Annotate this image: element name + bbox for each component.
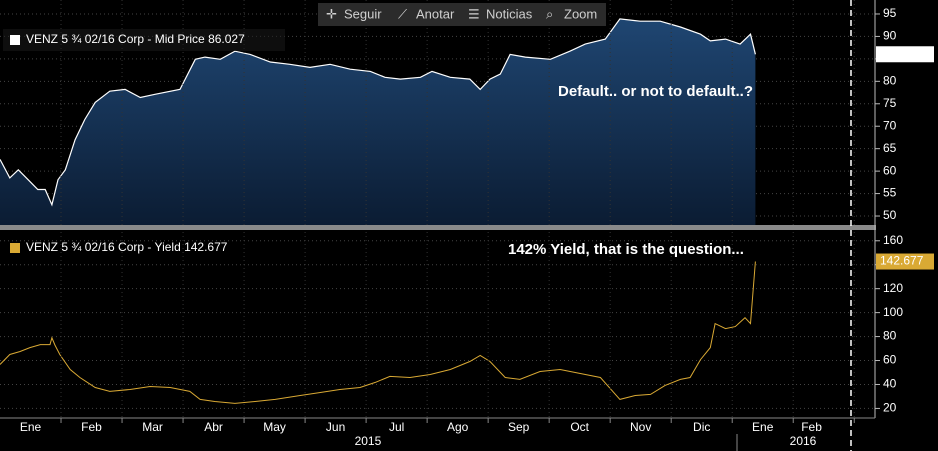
y-tick-label: 70 — [883, 118, 897, 132]
toolbar-icon: ✛ — [326, 6, 337, 21]
toolbar-button[interactable]: ☰ Noticias — [468, 6, 533, 21]
y-tick-label: 60 — [883, 353, 897, 367]
y-tick-label: 95 — [883, 6, 897, 20]
toolbar-button[interactable]: ⟋ Anotar — [398, 6, 455, 21]
annotation: Default.. or not to default..? — [558, 83, 753, 100]
series-line — [0, 18, 756, 207]
y-tick-label: 100 — [883, 305, 903, 319]
y-tick-label: 90 — [883, 29, 897, 43]
last-value-tag — [876, 46, 934, 63]
y-tick-label: 120 — [883, 281, 903, 295]
x-tick-label: May — [263, 420, 286, 434]
toolbar-label: Seguir — [344, 6, 382, 21]
x-tick-label: Nov — [630, 420, 651, 434]
x-tick-label: Ene — [752, 420, 774, 434]
x-group-label: 2015 — [355, 434, 382, 448]
annotation: 142% Yield, that is the question... — [508, 241, 744, 258]
panel-divider — [0, 225, 876, 230]
legend: VENZ 5 ¾ 02/16 Corp - Yield 142.677 — [10, 240, 228, 254]
toolbar-label: Noticias — [486, 6, 533, 21]
legend-label: VENZ 5 ¾ 02/16 Corp - Mid Price 86.027 — [26, 32, 245, 46]
y-tick-label: 60 — [883, 163, 897, 177]
area-fill — [0, 18, 756, 226]
last-value-tag — [876, 253, 934, 270]
x-tick-label: Jun — [326, 420, 345, 434]
x-group-label: 2016 — [790, 434, 817, 448]
toolbar-label: Anotar — [416, 6, 455, 21]
x-tick-label: Sep — [508, 420, 530, 434]
last-value-label: 142.677 — [880, 254, 924, 268]
toolbar: ✛ Seguir ⟋ Anotar ☰ Noticias ⌕ Zoom — [318, 3, 606, 26]
y-tick-label: 80 — [883, 329, 897, 343]
x-tick-label: Ago — [447, 420, 469, 434]
series-line — [0, 261, 756, 404]
plots — [0, 0, 875, 418]
x-tick-label: Mar — [142, 420, 163, 434]
last-value-label: 86.027 — [880, 46, 917, 60]
y-tick-label: 65 — [883, 141, 897, 155]
y-tick-label: 20 — [883, 401, 897, 415]
legend-bg — [3, 29, 285, 51]
x-tick-label: Dic — [693, 420, 710, 434]
x-tick-label: Abr — [204, 420, 223, 434]
x-tick-label: Jul — [389, 420, 404, 434]
legend-swatch — [10, 35, 20, 45]
y-tick-label: 75 — [883, 96, 897, 110]
y-tick-label: 40 — [883, 377, 897, 391]
x-tick-label: Ene — [20, 420, 42, 434]
legend-label: VENZ 5 ¾ 02/16 Corp - Yield 142.677 — [26, 240, 228, 254]
x-tick-label: Oct — [570, 420, 589, 434]
y-tick-label: 50 — [883, 208, 897, 222]
y-tick-label: 80 — [883, 73, 897, 87]
toolbar-button[interactable]: ✛ Seguir — [326, 6, 382, 21]
y-tick-label: 55 — [883, 186, 897, 200]
y-tick-label: 160 — [883, 233, 903, 247]
toolbar-icon: ☰ — [468, 6, 480, 21]
legend: VENZ 5 ¾ 02/16 Corp - Mid Price 86.027 — [3, 29, 285, 51]
x-tick-label: Feb — [81, 420, 102, 434]
toolbar-icon: ⟋ — [398, 6, 408, 21]
legend-swatch — [10, 243, 20, 253]
toolbar-bg — [318, 3, 606, 26]
toolbar-icon: ⌕ — [546, 6, 553, 21]
toolbar-button[interactable]: ⌕ Zoom — [546, 6, 597, 21]
x-tick-label: Feb — [801, 420, 822, 434]
toolbar-label: Zoom — [564, 6, 597, 21]
